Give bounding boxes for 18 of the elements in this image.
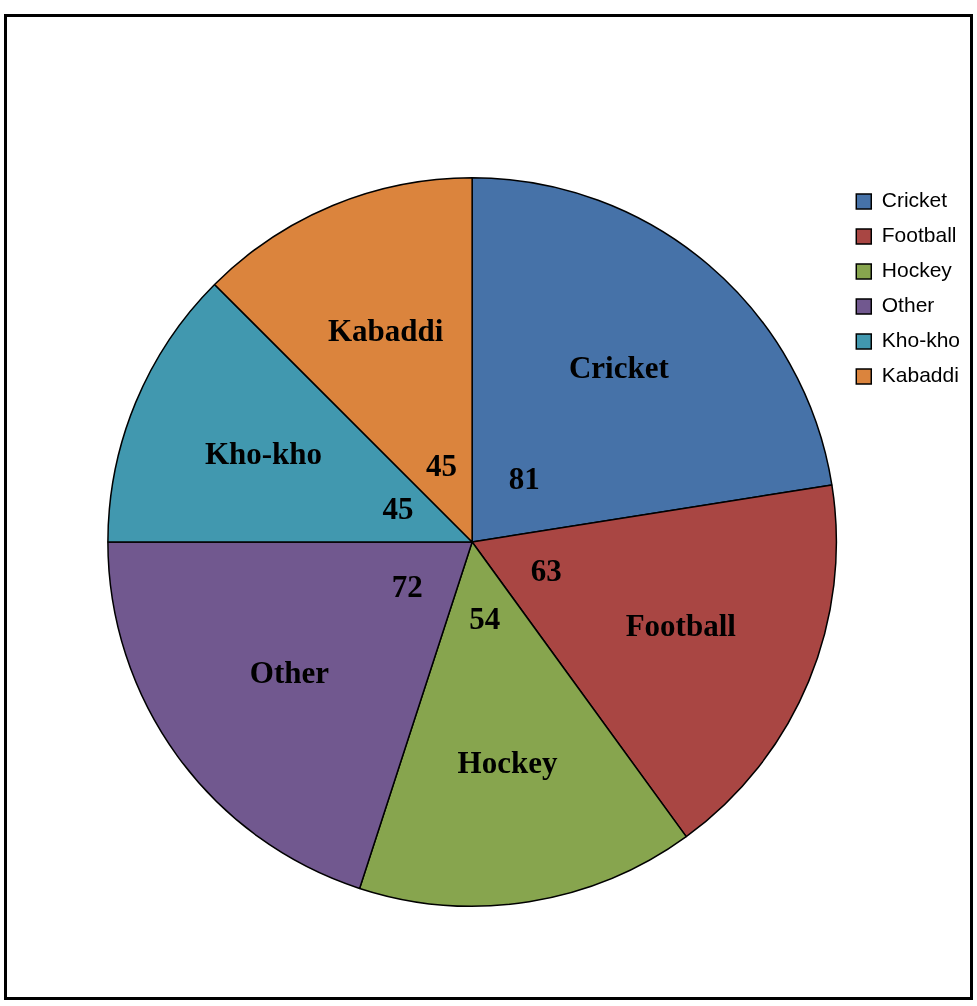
legend-label: Football (881, 223, 957, 247)
data-label: 63 (530, 552, 562, 588)
slice-label: Kabaddi (327, 313, 444, 349)
slice-label: Hockey (457, 745, 558, 781)
data-label: 54 (469, 601, 501, 637)
data-label: 81 (508, 461, 540, 497)
legend-label: Kabaddi (881, 363, 959, 387)
legend-label: Hockey (881, 258, 953, 282)
data-label: 45 (382, 491, 414, 527)
slice-label: Football (625, 608, 737, 644)
slice-label: Other (249, 654, 330, 690)
slice-label: Kho-kho (204, 435, 323, 471)
data-label: 72 (391, 569, 423, 605)
legend-label: Other (881, 293, 935, 317)
legend-label: Kho-kho (881, 328, 960, 352)
data-label: 45 (425, 447, 457, 483)
slice-label: Cricket (568, 350, 670, 386)
legend-label: Cricket (881, 188, 948, 212)
